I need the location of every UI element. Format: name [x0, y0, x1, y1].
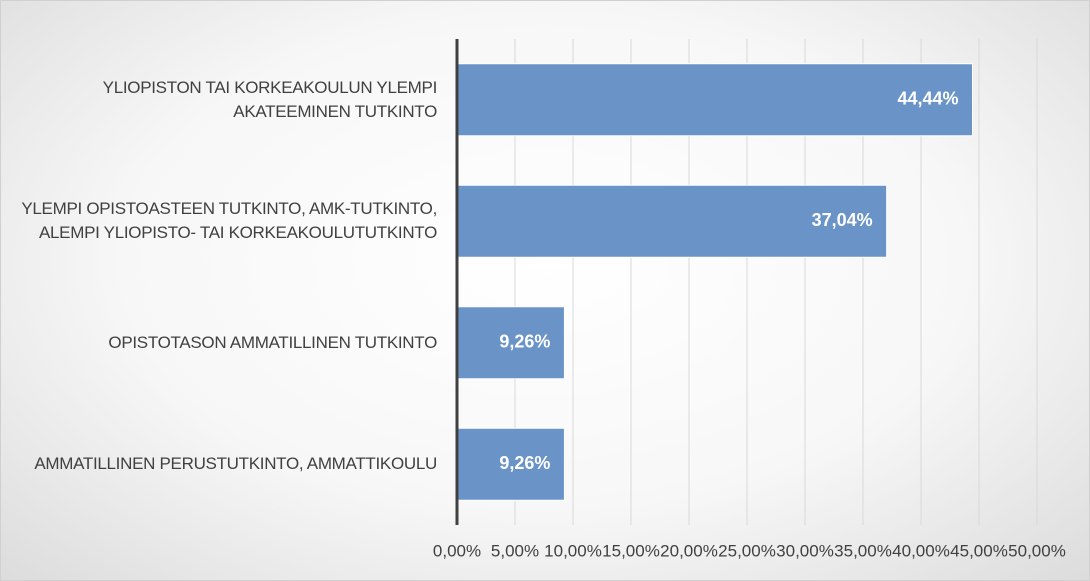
data-label: 9,26% [499, 453, 550, 473]
x-tick-label: 50,00% [1008, 541, 1066, 560]
x-tick-label: 25,00% [718, 541, 776, 560]
x-tick-label: 30,00% [776, 541, 834, 560]
x-tick-label: 40,00% [892, 541, 950, 560]
x-tick-label: 35,00% [834, 541, 892, 560]
bar [456, 184, 888, 258]
data-label: 44,44% [897, 89, 958, 109]
x-tick-label: 10,00% [544, 541, 602, 560]
bar [456, 306, 565, 380]
x-tick-label: 5,00% [491, 541, 539, 560]
x-tick-label: 20,00% [660, 541, 718, 560]
y-tick-label: YLIOPISTON TAI KORKEAKOULUN YLEMPI AKATE… [102, 77, 438, 121]
data-label: 37,04% [812, 210, 873, 230]
x-tick-label: 0,00% [433, 541, 481, 560]
bar [456, 63, 974, 137]
y-tick-label: YLEMPI OPISTOASTEEN TUTKINTO, AMK-TUTKIN… [21, 199, 437, 243]
x-tick-label: 45,00% [950, 541, 1008, 560]
data-label: 9,26% [499, 332, 550, 352]
y-tick-label: AMMATILLINEN PERUSTUTKINTO, AMMATTIKOULU [34, 454, 437, 474]
y-tick-label: OPISTOTASON AMMATILLINEN TUTKINTO [108, 332, 437, 352]
x-tick-label: 15,00% [602, 541, 660, 560]
